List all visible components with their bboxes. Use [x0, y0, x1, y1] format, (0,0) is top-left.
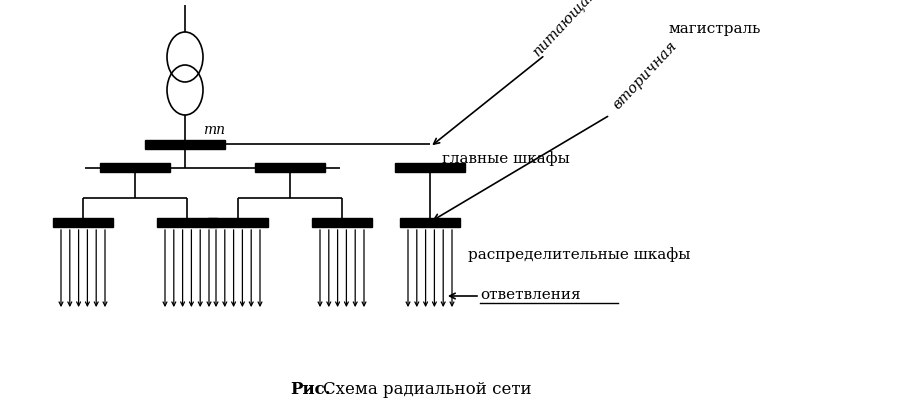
Bar [53, 218, 113, 227]
Text: Рис.: Рис. [289, 381, 330, 398]
Text: Схема радиальной сети: Схема радиальной сети [323, 381, 531, 398]
Text: главные шкафы: главные шкафы [441, 152, 569, 166]
Text: тп: тп [203, 123, 225, 137]
Text: магистраль: магистраль [667, 22, 759, 36]
Bar [312, 218, 371, 227]
Bar [145, 140, 225, 149]
Bar [208, 218, 267, 227]
Bar [100, 163, 170, 172]
Bar [157, 218, 217, 227]
Text: ответвления: ответвления [480, 288, 580, 302]
Text: вторичная: вторичная [609, 39, 679, 112]
Text: распределительные шкафы: распределительные шкафы [468, 248, 689, 263]
Bar [255, 163, 324, 172]
Text: питающая: питающая [529, 0, 599, 58]
Bar [400, 218, 460, 227]
Bar [394, 163, 464, 172]
